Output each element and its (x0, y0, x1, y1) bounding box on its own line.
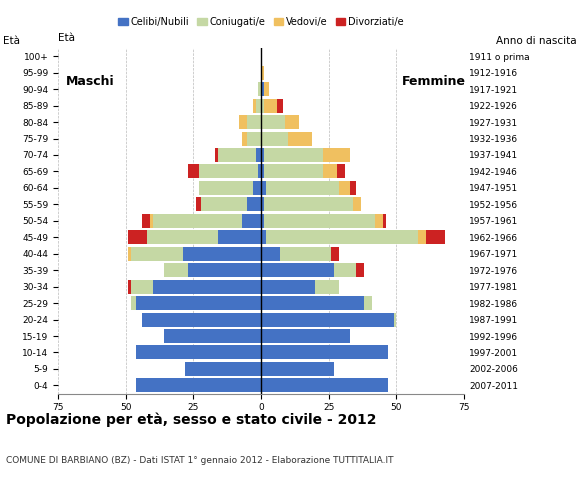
Bar (315, 280, 339, 294)
Bar (142, 214, 150, 228)
Bar (131, 247, 183, 261)
Bar (131, 280, 153, 294)
Text: Anno di nascita: Anno di nascita (496, 36, 577, 46)
Bar (136, 378, 261, 392)
Bar (164, 329, 261, 343)
Bar (261, 98, 264, 113)
Bar (253, 181, 261, 195)
Bar (142, 312, 261, 326)
Bar (261, 115, 285, 129)
Bar (264, 197, 353, 211)
Bar (128, 280, 131, 294)
Bar (196, 197, 201, 211)
Bar (248, 115, 261, 129)
Bar (240, 115, 248, 129)
Bar (261, 230, 266, 244)
Bar (199, 181, 253, 195)
Bar (218, 230, 261, 244)
Bar (261, 329, 350, 343)
Bar (334, 263, 356, 277)
Bar (215, 148, 218, 162)
Text: Popolazione per età, sesso e stato civile - 2012: Popolazione per età, sesso e stato civil… (6, 413, 376, 427)
Bar (128, 230, 147, 244)
Bar (261, 82, 264, 96)
Bar (350, 181, 356, 195)
Bar (266, 181, 339, 195)
Bar (418, 230, 426, 244)
Bar (383, 214, 386, 228)
Bar (242, 132, 248, 145)
Bar (188, 165, 199, 179)
Bar (264, 148, 323, 162)
Bar (394, 312, 396, 326)
Bar (261, 165, 264, 179)
Bar (261, 362, 334, 376)
Bar (323, 165, 337, 179)
Bar (153, 214, 242, 228)
Bar (258, 82, 261, 96)
Bar (261, 312, 394, 326)
Bar (331, 247, 339, 261)
Bar (261, 247, 280, 261)
Bar (261, 346, 388, 360)
Bar (201, 197, 248, 211)
Bar (258, 165, 261, 179)
Bar (164, 263, 188, 277)
Bar (261, 181, 266, 195)
Bar (264, 98, 277, 113)
Bar (183, 247, 261, 261)
Bar (261, 296, 364, 310)
Bar (266, 230, 418, 244)
Text: Età: Età (3, 36, 20, 46)
Bar (147, 230, 218, 244)
Bar (339, 181, 350, 195)
Bar (253, 98, 256, 113)
Bar (248, 132, 261, 145)
Bar (150, 214, 153, 228)
Bar (280, 247, 331, 261)
Bar (264, 82, 269, 96)
Bar (136, 346, 261, 360)
Bar (242, 214, 261, 228)
Bar (185, 362, 261, 376)
Text: Maschi: Maschi (66, 75, 115, 88)
Bar (353, 197, 361, 211)
Bar (261, 66, 264, 80)
Bar (375, 214, 383, 228)
Bar (188, 263, 261, 277)
Bar (256, 148, 261, 162)
Bar (264, 165, 323, 179)
Bar (285, 115, 299, 129)
Bar (264, 214, 375, 228)
Bar (288, 132, 313, 145)
Bar (261, 263, 334, 277)
Bar (128, 247, 131, 261)
Bar (218, 148, 256, 162)
Text: COMUNE DI BARBIANO (BZ) - Dati ISTAT 1° gennaio 2012 - Elaborazione TUTTITALIA.I: COMUNE DI BARBIANO (BZ) - Dati ISTAT 1° … (6, 456, 393, 465)
Bar (256, 98, 261, 113)
Bar (131, 296, 136, 310)
Bar (261, 280, 315, 294)
Text: Femmine: Femmine (402, 75, 466, 88)
Bar (323, 148, 350, 162)
Bar (337, 165, 345, 179)
Bar (364, 296, 372, 310)
Bar (261, 378, 388, 392)
Bar (261, 132, 288, 145)
Text: Età: Età (58, 33, 75, 43)
Bar (261, 148, 264, 162)
Bar (136, 296, 261, 310)
Legend: Celibi/Nubili, Coniugati/e, Vedovi/e, Divorziati/e: Celibi/Nubili, Coniugati/e, Vedovi/e, Di… (114, 13, 408, 31)
Bar (248, 197, 261, 211)
Bar (261, 197, 264, 211)
Bar (426, 230, 445, 244)
Bar (261, 214, 264, 228)
Bar (356, 263, 364, 277)
Bar (153, 280, 261, 294)
Bar (277, 98, 282, 113)
Bar (199, 165, 258, 179)
